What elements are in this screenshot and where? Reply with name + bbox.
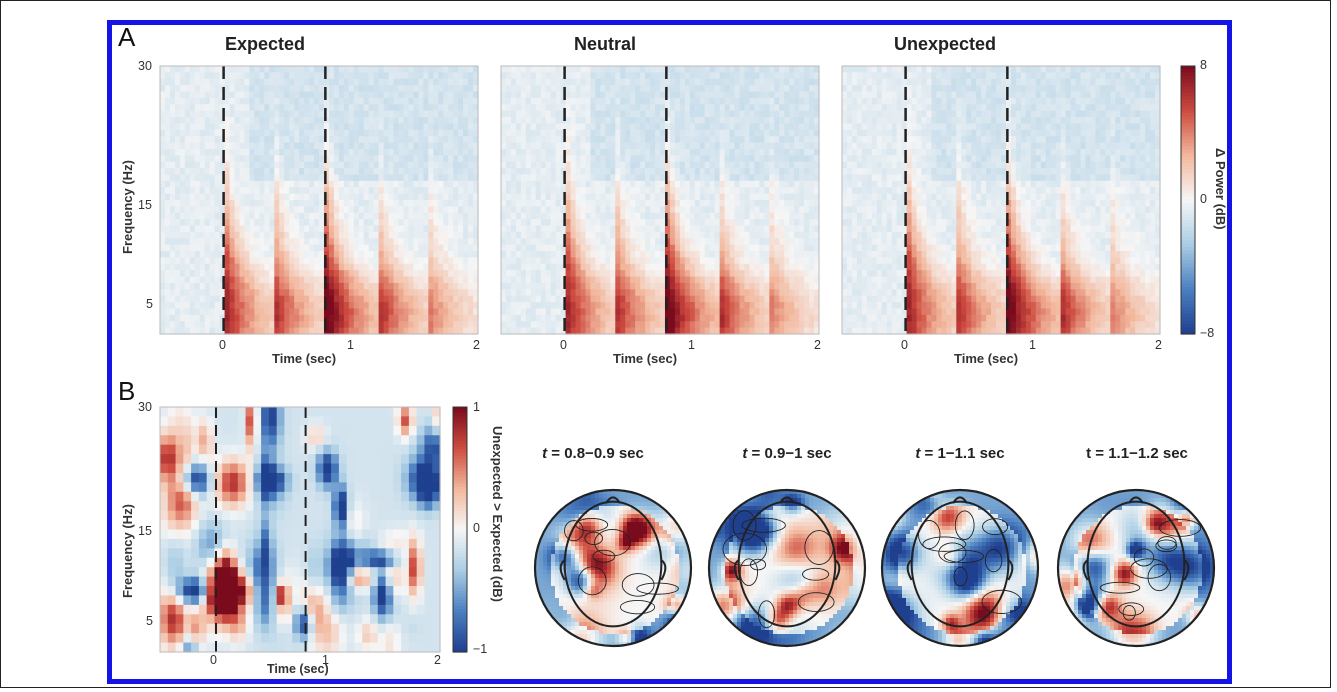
topomap-3 — [880, 488, 1040, 648]
cbar-b-tick-max: 1 — [473, 400, 480, 414]
xtick-2-unexpected: 2 — [1155, 338, 1162, 352]
cbar-a-tick-min: −8 — [1200, 326, 1215, 340]
nose — [779, 496, 795, 504]
neutral-heatmap — [500, 65, 820, 335]
ytick-30: 30 — [138, 59, 152, 73]
scalp-outline — [737, 500, 837, 628]
ytick-15: 15 — [138, 198, 152, 212]
topomap-1 — [533, 488, 693, 648]
panel-b-letter: B — [118, 376, 136, 406]
xtick-0-expected: 0 — [219, 338, 226, 352]
b-ytick-5: 5 — [146, 614, 153, 628]
cbar-a-tick-zero: 0 — [1200, 192, 1207, 206]
topomap-2 — [707, 488, 867, 648]
xtick-2-expected: 2 — [473, 338, 480, 352]
left-ear — [1082, 559, 1089, 581]
panel-a-ylabel: Frequency (Hz) — [120, 160, 135, 254]
right-ear — [660, 559, 667, 581]
left-ear — [906, 559, 913, 581]
panel-b-xlabel: Time (sec) — [267, 662, 329, 676]
topo-title-4: t = 1.1−1.2 sec — [1086, 445, 1188, 462]
xlabel-neutral: Time (sec) — [613, 351, 678, 366]
xtick-1-expected: 1 — [347, 338, 354, 352]
unexpected-title: Unexpected — [893, 34, 997, 54]
nose — [1128, 496, 1144, 504]
topo-title-2: t = 0.9−1 sec — [742, 445, 832, 462]
scalp-outline — [1086, 500, 1186, 628]
panel-b-ylabel: Frequency (Hz) — [120, 504, 135, 598]
xtick-2-neutral: 2 — [814, 338, 821, 352]
panel-a-colorbar — [1180, 65, 1196, 335]
head-outline — [533, 488, 693, 648]
right-ear — [834, 559, 841, 581]
nose — [605, 496, 621, 504]
right-ear — [1007, 559, 1014, 581]
expected-title: Expected — [224, 34, 306, 54]
b-ytick-15: 15 — [138, 524, 152, 538]
head-outline — [880, 488, 1040, 648]
scalp-outline — [563, 500, 663, 628]
head-outline — [707, 488, 867, 648]
ytick-5: 5 — [146, 297, 153, 311]
panel-b-colorbar — [452, 406, 468, 653]
xtick-1-neutral: 1 — [688, 338, 695, 352]
b-xtick-1: 1 — [322, 653, 329, 667]
topo-title-1: t = 0.8−0.9 sec — [542, 445, 644, 462]
cbar-a-label: Δ Power (dB) — [1213, 148, 1228, 230]
b-xtick-2: 2 — [434, 653, 441, 667]
scalp-outline — [910, 500, 1010, 628]
topo-title-3: t = 1−1.1 sec — [915, 445, 1005, 462]
b-ytick-30: 30 — [138, 400, 152, 414]
cbar-a-tick-max: 8 — [1200, 58, 1207, 72]
left-ear — [559, 559, 566, 581]
unexpected-heatmap — [841, 65, 1161, 335]
head-outline — [1056, 488, 1216, 648]
nose — [952, 496, 968, 504]
xtick-0-neutral: 0 — [560, 338, 567, 352]
xlabel-expected: Time (sec) — [272, 351, 337, 366]
expected-heatmap — [159, 65, 479, 335]
topomap-4 — [1056, 488, 1216, 648]
xtick-0-unexpected: 0 — [901, 338, 908, 352]
right-ear — [1183, 559, 1190, 581]
cbar-b-tick-min: −1 — [473, 642, 488, 656]
neutral-title: Neutral — [573, 34, 636, 54]
xtick-1-unexpected: 1 — [1029, 338, 1036, 352]
panel-a-letter: A — [118, 22, 136, 52]
cbar-b-tick-zero: 0 — [473, 521, 480, 535]
xlabel-unexpected: Time (sec) — [954, 351, 1019, 366]
b-xtick-0: 0 — [210, 653, 217, 667]
cbar-b-label: Unexpected > Expected (dB) — [490, 426, 505, 602]
difference-heatmap — [159, 406, 441, 653]
left-ear — [733, 559, 740, 581]
